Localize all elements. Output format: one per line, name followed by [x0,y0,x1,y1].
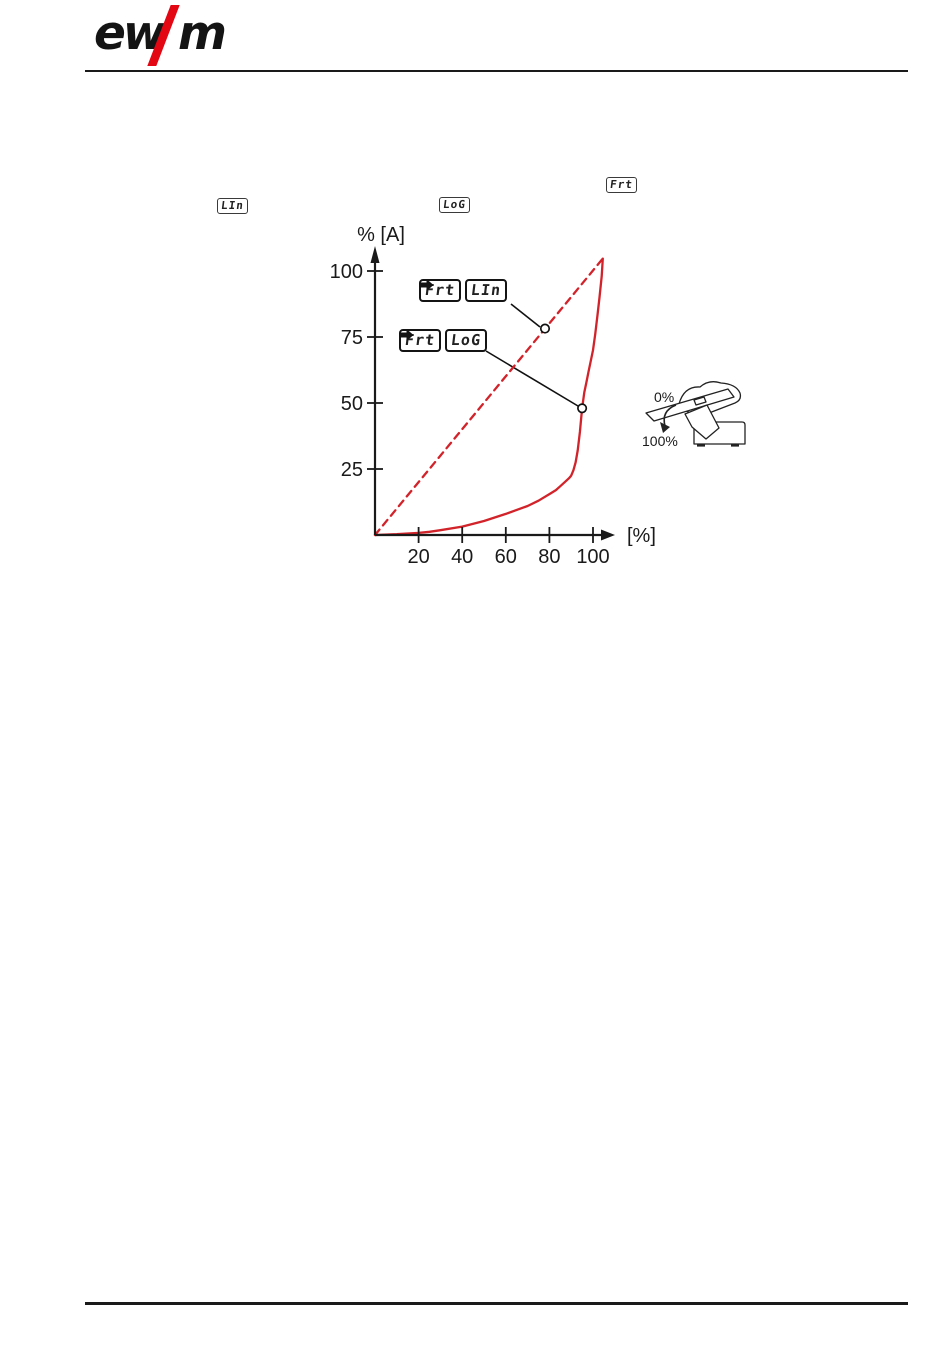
svg-text:100: 100 [330,261,363,283]
press-arrow-icon [663,404,677,427]
display-label-log: LoG [439,197,470,213]
footer-rule [85,1302,908,1305]
shoe-buckle [693,396,707,406]
pedal-zero-label: 0% [654,389,674,405]
shoe-sole [645,388,735,422]
svg-text:50: 50 [341,393,363,415]
callout-frt-lin: Frt LIn [419,279,508,302]
svg-text:100: 100 [576,546,609,568]
chart-markers [539,323,588,414]
display-label-frt: Frt [606,177,637,193]
y-axis-title: % [A] [357,224,405,246]
svg-text:40: 40 [451,546,473,568]
svg-text:25: 25 [341,459,363,481]
foot-pedal-illustration: 0% 100% [637,377,749,455]
y-tick-labels: 100 75 50 25 [330,261,363,481]
leader-line-lin [510,303,541,328]
response-curve-chart: 100 75 50 25 20 40 60 80 100 % [A] [%] F… [330,224,675,574]
chart-canvas: 100 75 50 25 20 40 60 80 100 % [A] [%] [330,224,656,568]
svg-text:20: 20 [407,546,429,568]
y-ticks [367,270,383,470]
x-ticks [417,527,594,543]
x-tick-labels: 20 40 60 80 100 [407,546,609,568]
ewm-logo: ew m [86,4,246,68]
x-axis-arrow-icon [601,529,615,541]
curve-marker [577,403,588,414]
shoe-toe [684,404,720,440]
pedal-hundred-label: 100% [642,433,678,449]
linear-line [373,257,604,537]
logo-text-m: m [178,6,227,61]
curve-marker [539,323,551,334]
x-axis-title: [%] [627,525,656,547]
callout-log-box: LoG [445,329,488,352]
callout-frt-log: Frt LoG [399,329,488,352]
header-rule [85,70,908,72]
svg-text:80: 80 [538,546,560,568]
callout-lin-box: LIn [465,279,508,302]
display-label-lin: LIn [217,198,248,214]
leader-line-log [485,350,579,407]
svg-text:75: 75 [341,327,363,349]
svg-text:60: 60 [495,546,517,568]
y-axis-arrow-icon [370,246,380,263]
log-curve [373,257,604,537]
foot-pedal-icon: 0% 100% [642,381,746,449]
